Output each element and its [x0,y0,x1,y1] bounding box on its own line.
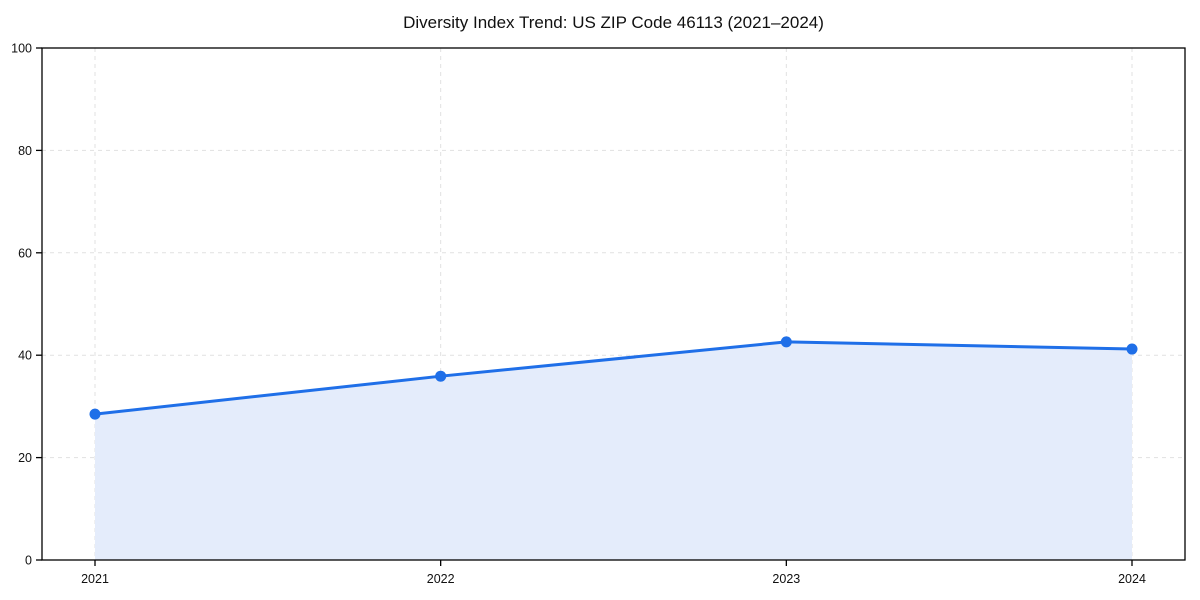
y-tick-label: 20 [18,451,32,465]
data-point-marker [435,370,447,382]
x-tick-label: 2024 [1118,572,1146,586]
axes-frame [41,47,1186,561]
y-tick-label: 40 [18,349,32,363]
x-tick-label: 2021 [81,572,109,586]
x-tick-label: 2022 [427,572,455,586]
area-fill [95,341,1132,560]
data-point-marker [780,336,792,348]
chart-title: Diversity Index Trend: US ZIP Code 46113… [403,13,824,32]
y-tick-label: 100 [11,42,32,56]
data-point-marker [89,408,101,420]
data-point-marker [1126,343,1138,355]
trend-line [93,340,1134,416]
x-tick-label: 2023 [772,572,800,586]
y-tick-label: 60 [18,246,32,260]
y-tick-label: 0 [25,554,32,568]
y-tick-label: 80 [18,144,32,158]
